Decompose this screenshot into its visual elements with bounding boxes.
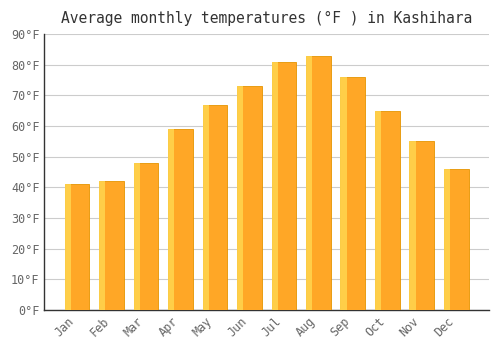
Bar (202, 105, 228, 310)
Bar (202, 105, 209, 310)
Bar (134, 163, 140, 310)
Bar (64, 184, 90, 310)
Bar (64, 184, 71, 310)
Bar (306, 56, 331, 310)
Bar (410, 141, 416, 310)
Bar (272, 62, 296, 310)
Title: Average monthly temperatures (°F ) in Kashihara: Average monthly temperatures (°F ) in Ka… (61, 11, 472, 26)
Bar (444, 169, 468, 310)
Bar (237, 86, 243, 310)
Bar (99, 181, 124, 310)
Bar (272, 62, 278, 310)
Bar (340, 77, 365, 310)
Bar (375, 111, 400, 310)
Bar (444, 169, 450, 310)
Bar (340, 77, 346, 310)
Bar (99, 181, 105, 310)
Bar (375, 111, 381, 310)
Bar (410, 141, 434, 310)
Bar (237, 86, 262, 310)
Bar (134, 163, 158, 310)
Bar (168, 129, 174, 310)
Bar (168, 129, 193, 310)
Bar (306, 56, 312, 310)
